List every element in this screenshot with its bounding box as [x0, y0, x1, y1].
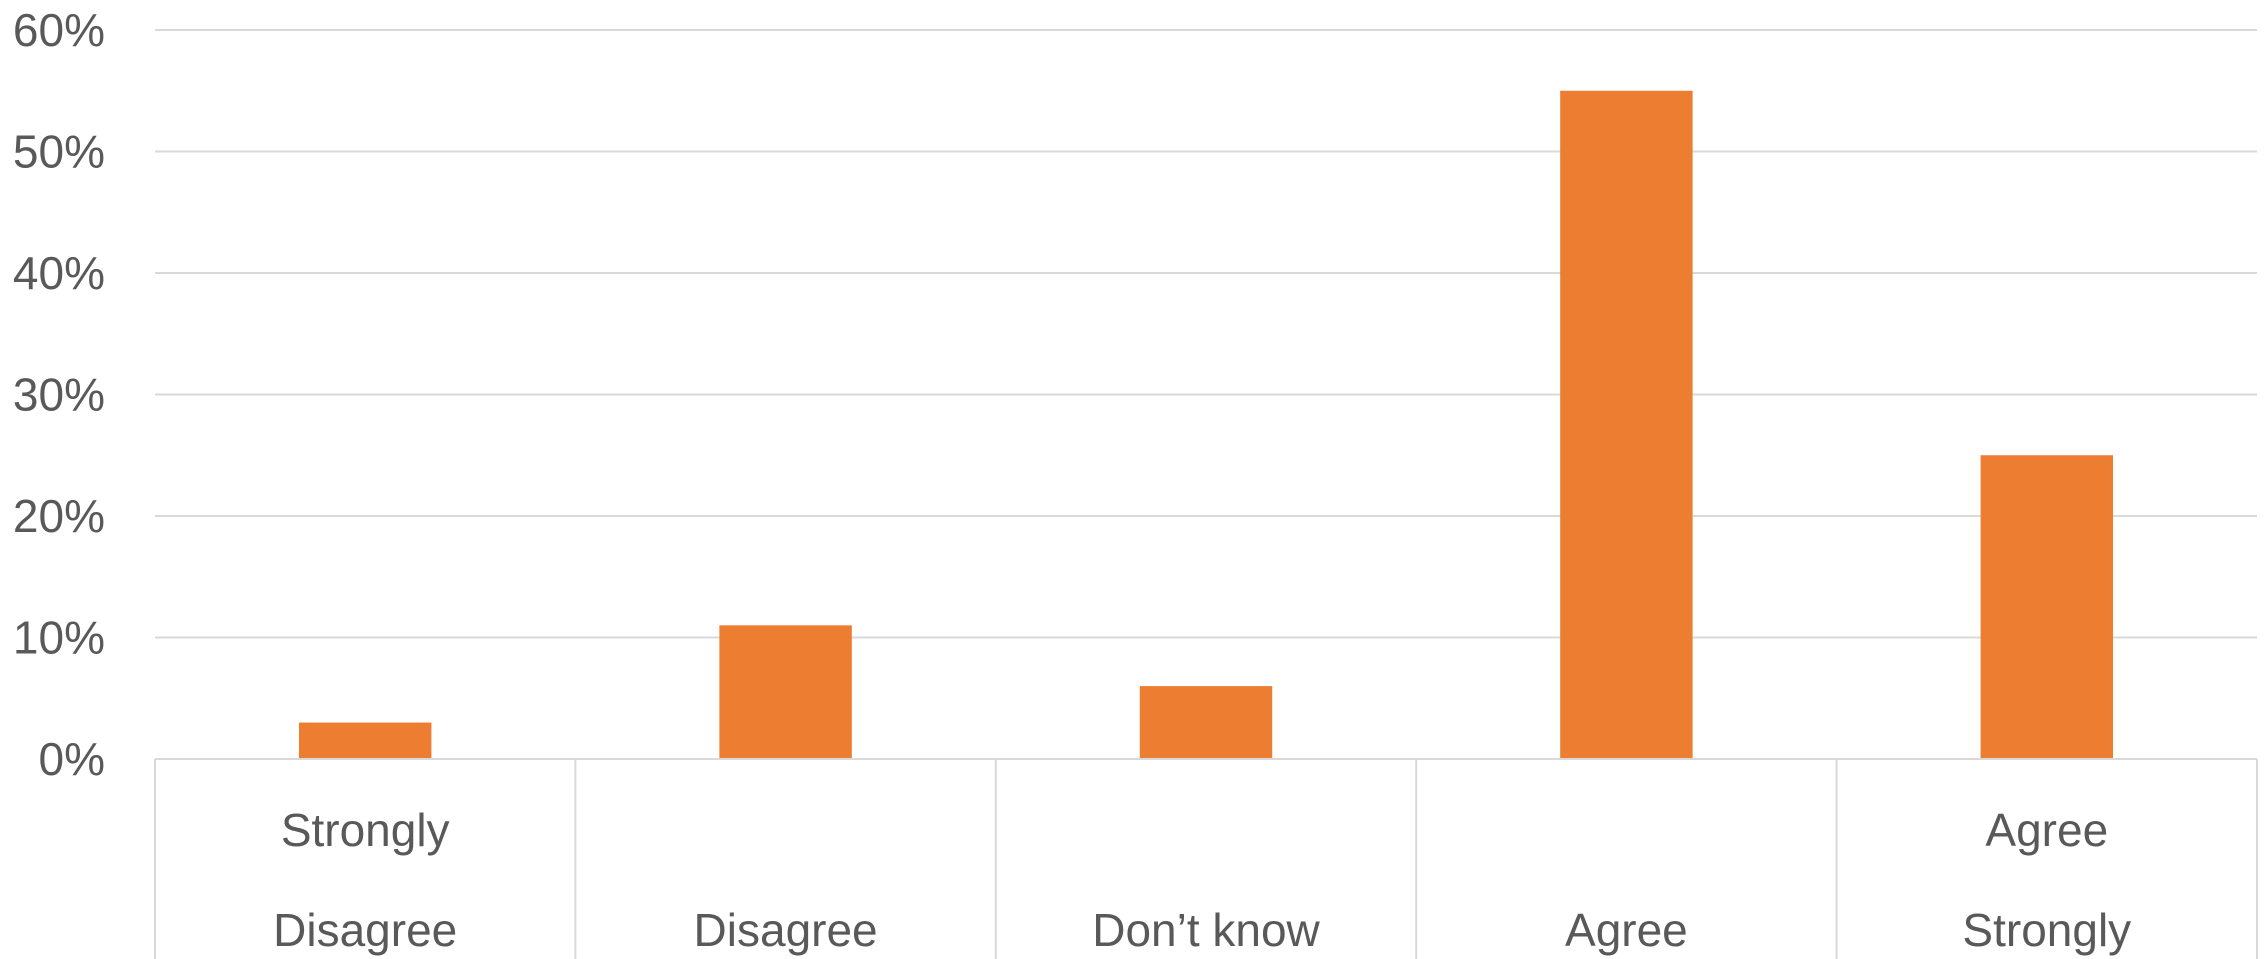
- y-axis-tick-labels: 0% 10% 20% 30% 40% 50% 60%: [13, 4, 105, 785]
- y-tick-label: 60%: [13, 4, 105, 56]
- x-axis: Strongly Disagree Disagree Don’t know Agree A…: [154, 758, 2258, 959]
- bar: [1980, 455, 2114, 759]
- y-tick-label: 40%: [13, 247, 105, 299]
- bar: [298, 722, 432, 759]
- x-category-label: Strongly: [1962, 904, 2131, 956]
- x-category-label: Disagree: [273, 904, 457, 956]
- gridlines: [155, 29, 2257, 760]
- x-category-label: Agree: [1565, 904, 1688, 956]
- x-category-label: Don’t know: [1092, 904, 1320, 956]
- y-tick-label: 30%: [13, 369, 105, 421]
- bar: [719, 625, 852, 759]
- y-tick-label: 10%: [13, 612, 105, 664]
- x-category-label: Agree: [1985, 804, 2108, 856]
- y-tick-label: 0%: [39, 733, 105, 785]
- bar: [1139, 686, 1273, 759]
- x-category-label: Strongly: [281, 804, 450, 856]
- y-tick-label: 20%: [13, 490, 105, 542]
- y-tick-label: 50%: [13, 126, 105, 178]
- bar: [1560, 90, 1693, 759]
- bars: [298, 90, 2114, 759]
- x-category-label: Disagree: [694, 904, 878, 956]
